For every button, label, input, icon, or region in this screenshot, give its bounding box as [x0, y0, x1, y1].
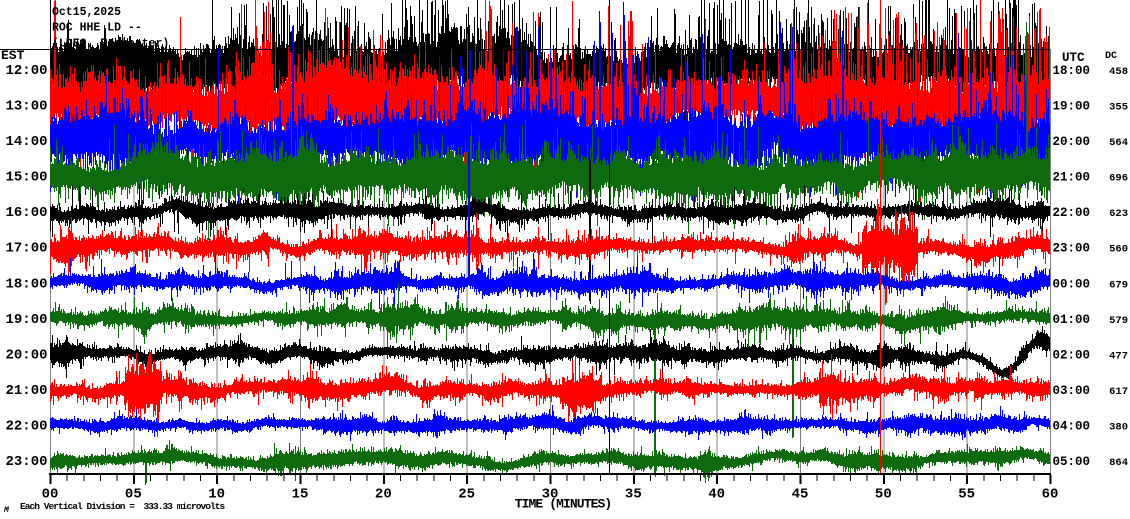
- svg-text:12:00: 12:00: [5, 63, 47, 79]
- svg-text:21:00: 21:00: [1053, 171, 1091, 185]
- svg-text:10: 10: [208, 487, 225, 503]
- svg-text:560: 560: [1109, 244, 1128, 256]
- svg-text:696: 696: [1109, 173, 1128, 185]
- svg-text:20: 20: [375, 487, 392, 503]
- svg-text:M: M: [3, 506, 10, 515]
- svg-text:45: 45: [792, 487, 809, 503]
- svg-text:DC: DC: [1105, 51, 1117, 62]
- svg-text:30: 30: [542, 487, 559, 503]
- svg-text:13:00: 13:00: [5, 99, 47, 115]
- svg-text:UTC: UTC: [1062, 51, 1085, 65]
- svg-text:22:00: 22:00: [5, 418, 47, 434]
- svg-text:22:00: 22:00: [1053, 206, 1091, 220]
- svg-text:380: 380: [1109, 421, 1128, 433]
- svg-text:40: 40: [708, 487, 725, 503]
- svg-text:01:00: 01:00: [1053, 313, 1091, 327]
- svg-text:579: 579: [1109, 315, 1128, 327]
- svg-text:02:00: 02:00: [1053, 348, 1091, 362]
- svg-text:16:00: 16:00: [5, 205, 47, 221]
- svg-text:05: 05: [125, 487, 142, 503]
- svg-text:18:00: 18:00: [5, 276, 47, 292]
- svg-text:05:00: 05:00: [1053, 455, 1091, 469]
- svg-text:18:00: 18:00: [1053, 64, 1091, 78]
- svg-text:00:00: 00:00: [1053, 277, 1091, 291]
- svg-text:19:00: 19:00: [1053, 100, 1091, 114]
- svg-text:60: 60: [1042, 487, 1059, 503]
- svg-text:864: 864: [1109, 457, 1128, 469]
- svg-text:Oct15,2025: Oct15,2025: [52, 6, 121, 19]
- svg-text:23:00: 23:00: [1053, 242, 1091, 256]
- svg-text:14:00: 14:00: [5, 134, 47, 150]
- svg-text:355: 355: [1109, 102, 1128, 114]
- svg-text:458: 458: [1109, 66, 1128, 78]
- svg-text:19:00: 19:00: [5, 312, 47, 328]
- svg-text:15: 15: [292, 487, 309, 503]
- svg-text:17:00: 17:00: [5, 241, 47, 257]
- svg-text:55: 55: [958, 487, 975, 503]
- svg-text:679: 679: [1109, 279, 1128, 291]
- svg-text:ROC HHE LD --: ROC HHE LD --: [52, 22, 142, 35]
- svg-text:TIME (MINUTES): TIME (MINUTES): [515, 497, 612, 512]
- svg-text:15:00: 15:00: [5, 170, 47, 186]
- svg-text:477: 477: [1109, 350, 1128, 362]
- svg-text:21:00: 21:00: [5, 383, 47, 399]
- svg-text:25: 25: [458, 487, 475, 503]
- svg-text:00: 00: [42, 487, 59, 503]
- svg-text:50: 50: [875, 487, 892, 503]
- svg-text:04:00: 04:00: [1053, 419, 1091, 433]
- svg-text:20:00: 20:00: [5, 347, 47, 363]
- svg-text:20:00: 20:00: [1053, 135, 1091, 149]
- svg-text:35: 35: [625, 487, 642, 503]
- svg-text:(LDEO, Rochester): (LDEO, Rochester): [52, 37, 169, 50]
- svg-text:EST: EST: [1, 48, 25, 63]
- svg-text:Each Vertical Division = 333.: Each Vertical Division = 333.33 microvol…: [20, 501, 226, 512]
- svg-text:564: 564: [1109, 137, 1128, 149]
- svg-text:623: 623: [1109, 208, 1128, 220]
- svg-text:23:00: 23:00: [5, 454, 47, 470]
- svg-text:617: 617: [1109, 386, 1128, 398]
- svg-text:03:00: 03:00: [1053, 384, 1091, 398]
